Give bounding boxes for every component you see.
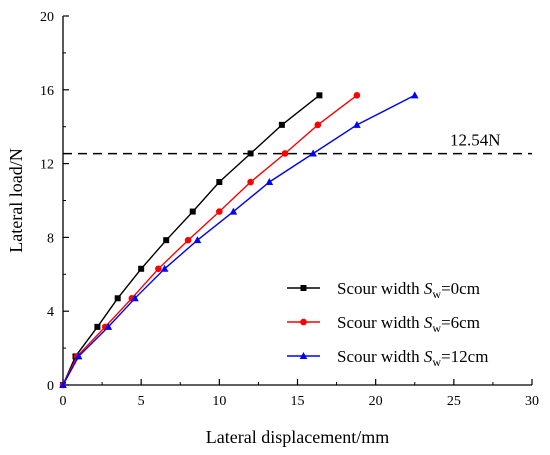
legend-swatch-marker	[300, 318, 307, 326]
data-point	[160, 264, 169, 272]
axes: 0 5 10 15 20 25 30 0 4 8 12 16 20	[40, 10, 539, 409]
data-point	[247, 150, 254, 157]
data-point	[131, 294, 139, 302]
x-tick-label: 0	[60, 394, 67, 409]
data-point	[114, 295, 121, 302]
data-point	[281, 150, 289, 157]
legend-label: Scour width Sw=12cm	[337, 347, 488, 369]
data-point	[184, 236, 192, 244]
x-tick-label: 25	[447, 394, 461, 409]
series-1	[59, 92, 361, 389]
data-point	[353, 120, 361, 128]
data-point	[74, 352, 83, 360]
x-tick-label: 10	[212, 394, 226, 409]
legend-item-1: Scour width Sw=6cm	[287, 313, 480, 335]
y-tick-label: 0	[47, 379, 54, 394]
legend-item-0: Scour width Sw=0cm	[287, 279, 480, 301]
data-point	[229, 207, 238, 215]
y-tick-label: 8	[47, 231, 54, 246]
legend-label: Scour width Sw=6cm	[337, 313, 480, 335]
data-point	[189, 208, 196, 215]
series-2	[59, 91, 419, 388]
data-point	[138, 265, 145, 272]
data-point	[309, 149, 317, 157]
series-line	[62, 94, 358, 386]
x-tick-label: 20	[369, 394, 383, 409]
data-point	[59, 381, 67, 388]
series-line	[62, 94, 416, 386]
legend-label: Scour width Sw=0cm	[337, 279, 480, 301]
data-point	[265, 178, 274, 186]
y-tick-label: 4	[47, 305, 54, 320]
data-point	[193, 236, 202, 244]
y-tick-label: 20	[40, 10, 54, 25]
data-point	[104, 322, 113, 330]
data-point	[278, 121, 285, 128]
series-group	[59, 91, 419, 389]
data-point	[216, 179, 223, 186]
y-tick-label: 12	[40, 158, 54, 173]
data-point	[410, 91, 419, 99]
data-point	[155, 265, 162, 273]
data-point	[353, 92, 361, 99]
reference-line-label: 12.54N	[450, 131, 501, 150]
data-point	[316, 92, 323, 99]
data-point	[94, 323, 101, 330]
data-point	[216, 208, 223, 215]
legend: Scour width Sw=0cm Scour width Sw=6cm Scou…	[287, 279, 488, 369]
x-tick-label: 5	[138, 394, 145, 409]
legend-item-2: Scour width Sw=12cm	[287, 347, 488, 369]
x-axis-title: Lateral displacement/mm	[206, 427, 389, 447]
data-point	[314, 121, 322, 129]
legend-swatch-marker	[299, 352, 308, 359]
legend-swatch-marker	[300, 285, 307, 291]
x-tick-label: 30	[525, 394, 539, 409]
data-point	[247, 178, 254, 186]
y-axis-title: Lateral load/N	[6, 148, 26, 252]
x-tick-label: 15	[291, 394, 305, 409]
y-tick-label: 16	[40, 84, 54, 99]
data-point	[163, 237, 170, 244]
